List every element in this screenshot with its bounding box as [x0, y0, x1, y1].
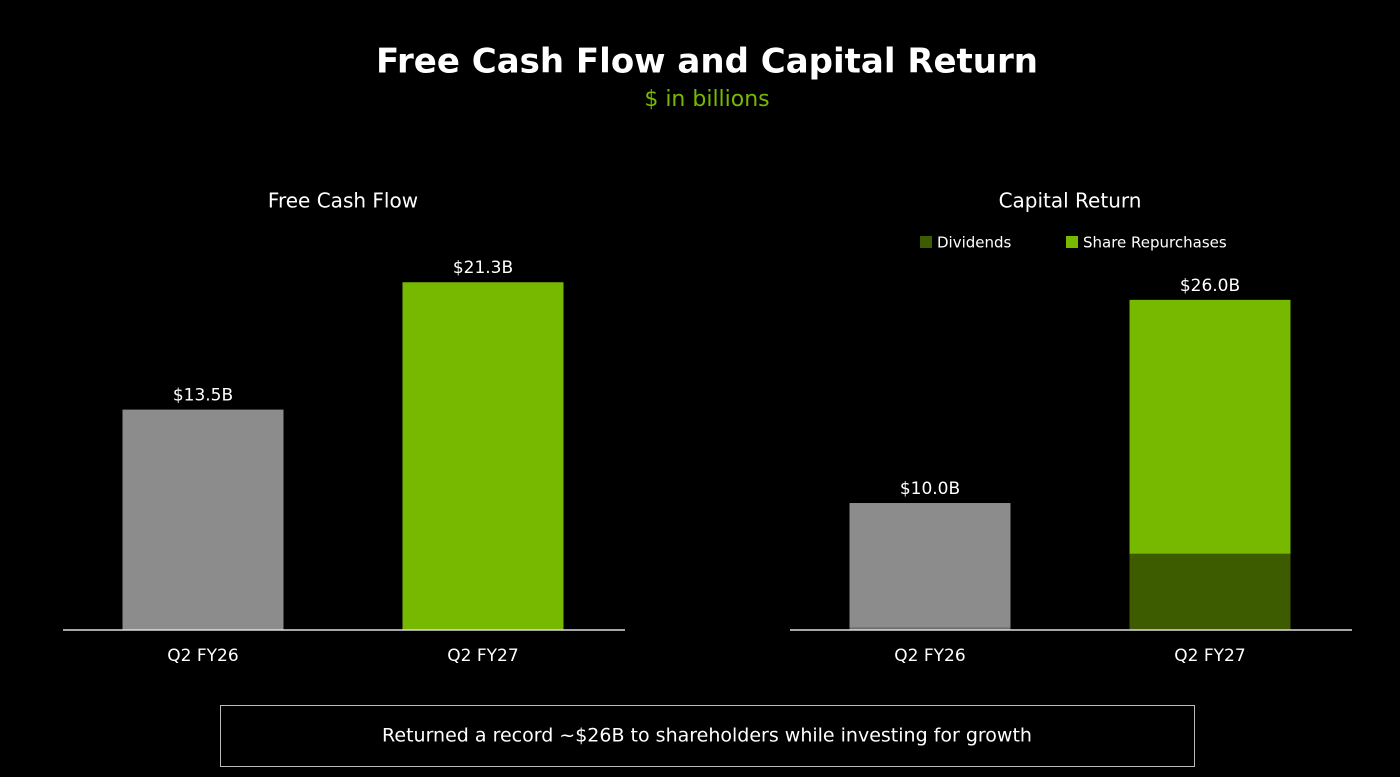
note-text: Returned a record ~$26B to shareholders …	[382, 725, 1032, 747]
chart-title: Capital Return	[999, 189, 1142, 213]
x-tick-label: Q2 FY26	[167, 646, 238, 666]
bar-segment	[1129, 553, 1291, 630]
chart-title: Free Cash Flow	[268, 189, 418, 213]
total-label: $26.0B	[1180, 276, 1240, 296]
bar-segment	[1129, 299, 1291, 554]
legend-swatch	[1066, 236, 1078, 248]
slide-title: Free Cash Flow and Capital Return	[376, 42, 1038, 82]
legend-swatch	[920, 236, 932, 248]
value-label: $13.5B	[173, 386, 233, 406]
bar	[122, 409, 284, 630]
x-tick-label: Q2 FY26	[894, 646, 965, 666]
legend-label: Dividends	[937, 234, 1012, 252]
total-label: $10.0B	[900, 479, 960, 499]
x-tick-label: Q2 FY27	[447, 646, 518, 666]
x-tick-label: Q2 FY27	[1174, 646, 1245, 666]
legend-label: Share Repurchases	[1083, 234, 1227, 252]
value-label: $21.3B	[453, 258, 513, 278]
slide-subtitle: $ in billions	[644, 87, 769, 112]
bar-segment	[849, 627, 1011, 630]
bar	[402, 282, 564, 630]
note-box	[220, 705, 1195, 767]
bar-segment	[849, 503, 1011, 628]
